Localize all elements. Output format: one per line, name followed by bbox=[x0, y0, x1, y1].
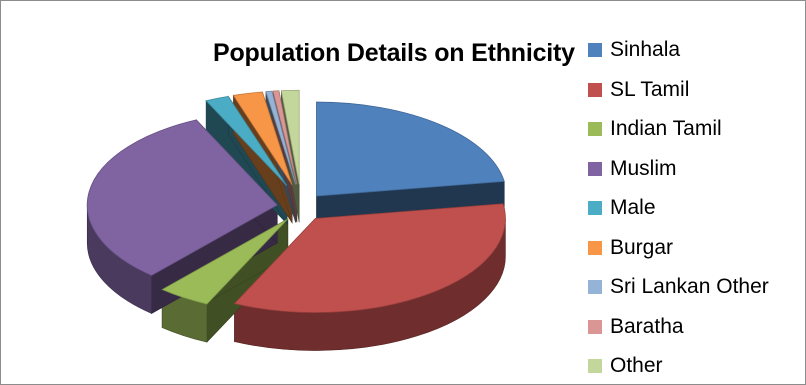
legend-swatch bbox=[588, 359, 602, 373]
legend-item-burgar: Burgar bbox=[588, 233, 673, 263]
legend-label: Baratha bbox=[610, 314, 684, 338]
slice-sinhala bbox=[316, 101, 505, 197]
legend-item-male: Male bbox=[588, 193, 656, 223]
legend-item-sri-lankan-other: Sri Lankan Other bbox=[588, 272, 769, 302]
slice-male bbox=[205, 95, 288, 187]
slice-baratha bbox=[272, 90, 298, 185]
legend-label: Burgar bbox=[610, 235, 674, 259]
legend-label: Indian Tamil bbox=[610, 117, 722, 140]
legend-swatch bbox=[588, 319, 602, 334]
legend-swatch bbox=[588, 161, 602, 176]
legend-item-sinhala: Sinhala bbox=[588, 35, 680, 65]
legend-label: Male bbox=[610, 196, 656, 219]
slice-burgar bbox=[232, 91, 293, 186]
legend-label: SL Tamil bbox=[610, 77, 690, 101]
legend-swatch bbox=[588, 280, 602, 294]
legend-item-indian-tamil: Indian Tamil bbox=[588, 114, 722, 144]
legend-label: Muslim bbox=[610, 156, 677, 180]
slice-sri-lankan-other bbox=[265, 90, 297, 185]
legend-label: Sinhala bbox=[610, 38, 681, 61]
legend-item-baratha: Baratha bbox=[588, 312, 684, 342]
legend-swatch bbox=[588, 43, 602, 57]
legend-label: Sri Lankan Other bbox=[610, 275, 769, 298]
legend-label: Other bbox=[610, 354, 663, 377]
chart-title: Population Details on Ethnicity bbox=[213, 39, 575, 67]
legend-item-muslim: Muslim bbox=[588, 154, 677, 184]
slice-indian-tamil bbox=[161, 218, 289, 305]
legend-swatch bbox=[588, 240, 602, 255]
legend-item-other: Other bbox=[588, 351, 663, 381]
slice-other bbox=[280, 89, 300, 185]
slice-sl-tamil bbox=[233, 203, 506, 313]
legend-swatch bbox=[588, 82, 602, 97]
legend-swatch bbox=[588, 201, 602, 215]
legend-item-sl-tamil: SL Tamil bbox=[588, 75, 689, 105]
slice-muslim bbox=[86, 119, 278, 276]
legend-swatch bbox=[588, 122, 602, 136]
